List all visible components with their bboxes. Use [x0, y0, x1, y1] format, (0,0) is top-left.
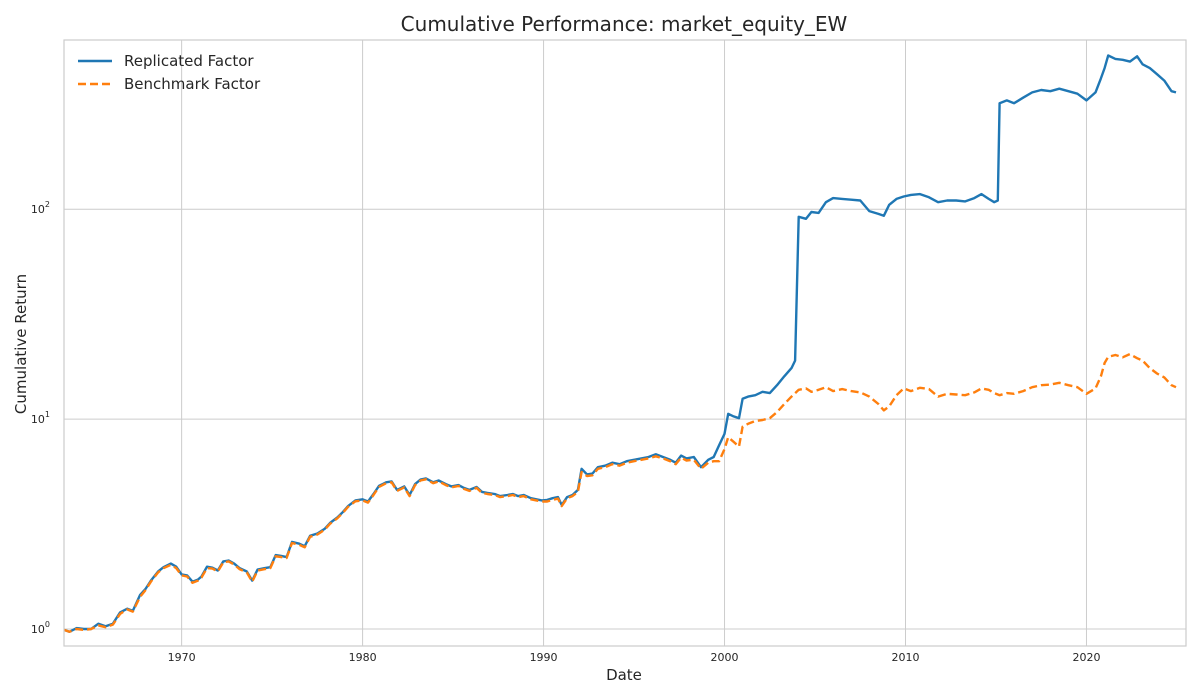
x-tick-label: 1990	[530, 651, 558, 664]
y-tick-labels: 100 101 102	[31, 200, 50, 636]
legend: Replicated Factor Benchmark Factor	[78, 52, 261, 93]
x-tick-label: 1970	[168, 651, 196, 664]
y-tick-label: 102	[31, 200, 50, 216]
x-axis-label: Date	[606, 666, 642, 684]
benchmark-factor-line	[63, 352, 1177, 633]
legend-label: Benchmark Factor	[124, 75, 261, 93]
x-tick-label: 2010	[892, 651, 920, 664]
replicated-factor-line	[63, 54, 1177, 633]
series-lines	[63, 54, 1177, 633]
x-tick-label: 1980	[349, 651, 377, 664]
plot-frame	[63, 39, 1187, 647]
x-tick-labels: 1970 1980 1990 2000 2010 2020	[168, 651, 1101, 664]
legend-label: Replicated Factor	[124, 52, 254, 70]
x-tick-label: 2020	[1072, 651, 1100, 664]
grid-lines	[64, 40, 1186, 646]
y-tick-label: 100	[31, 620, 50, 636]
y-tick-label: 101	[31, 410, 50, 426]
chart-title: Cumulative Performance: market_equity_EW	[401, 12, 848, 36]
y-axis-label: Cumulative Return	[12, 274, 30, 414]
x-tick-label: 2000	[711, 651, 739, 664]
